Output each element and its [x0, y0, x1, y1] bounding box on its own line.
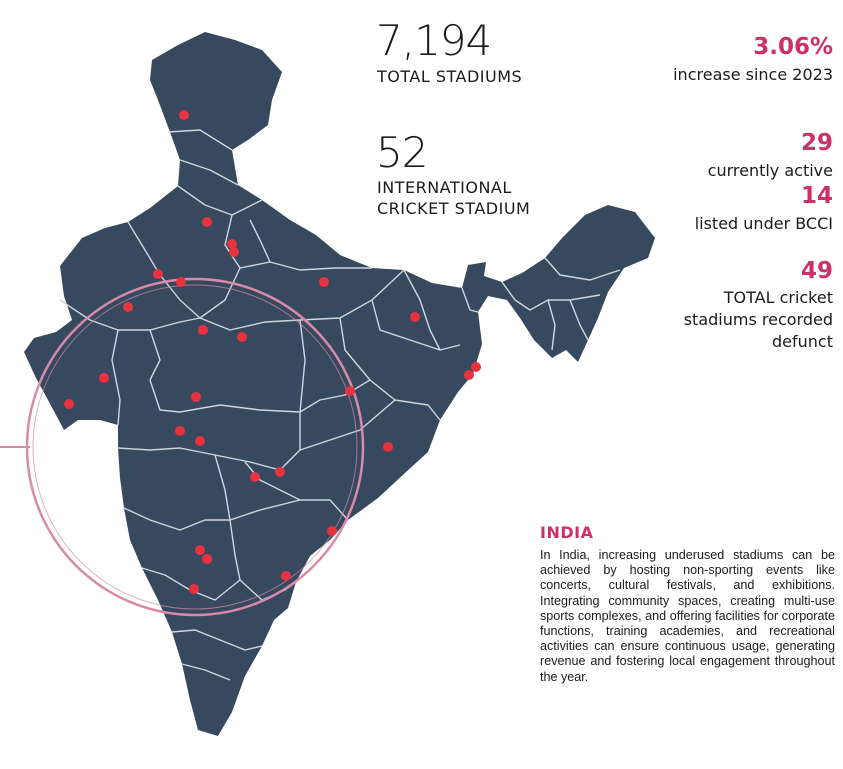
- stadium-marker: [64, 399, 74, 409]
- info-title: INDIA: [540, 523, 594, 542]
- stadium-marker: [99, 373, 109, 383]
- stadium-marker: [383, 442, 393, 452]
- stadium-marker: [250, 472, 260, 482]
- total-stadiums-value: 7,194: [376, 16, 492, 65]
- stadium-marker: [275, 467, 285, 477]
- stadium-marker: [281, 571, 291, 581]
- stadium-marker: [464, 370, 474, 380]
- stadium-marker: [191, 392, 201, 402]
- stadium-marker: [123, 302, 133, 312]
- stadium-marker: [202, 554, 212, 564]
- bcci-value: 14: [800, 183, 833, 209]
- stadium-marker: [327, 526, 337, 536]
- highlight-circle-inner: [32, 284, 358, 610]
- stadium-marker: [227, 239, 237, 249]
- gujarat-peninsula: [34, 360, 104, 420]
- stadium-marker: [176, 277, 186, 287]
- stadium-marker: [198, 325, 208, 335]
- increase-value: 3.06%: [753, 34, 833, 60]
- stadium-marker: [237, 332, 247, 342]
- bcci-label: listed under BCCI: [694, 214, 833, 233]
- defunct-value: 49: [800, 258, 833, 284]
- stadium-marker: [195, 436, 205, 446]
- international-stadium-value: 52: [376, 128, 428, 177]
- international-stadium-label-1: INTERNATIONAL: [377, 178, 512, 197]
- defunct-label-2: stadiums recorded: [683, 310, 833, 329]
- international-stadium-label-2: CRICKET STADIUM: [377, 199, 531, 218]
- stadium-marker: [345, 386, 355, 396]
- increase-label: increase since 2023: [673, 65, 833, 84]
- stadium-marker: [319, 277, 329, 287]
- active-label: currently active: [707, 161, 833, 180]
- india-landmass: [24, 32, 655, 736]
- active-value: 29: [800, 130, 833, 156]
- total-stadiums-label: TOTAL STADIUMS: [377, 67, 523, 86]
- stadium-marker: [471, 362, 481, 372]
- stadium-marker: [179, 110, 189, 120]
- stadium-marker: [229, 247, 239, 257]
- stadium-marker: [202, 217, 212, 227]
- stadium-marker: [189, 584, 199, 594]
- state-borders: [59, 129, 621, 681]
- highlight-circle: [25, 277, 365, 617]
- stadium-marker: [175, 426, 185, 436]
- stadium-markers: [64, 110, 481, 594]
- defunct-label-3: defunct: [772, 332, 833, 351]
- stadium-marker: [153, 269, 163, 279]
- defunct-label-1: TOTAL cricket: [723, 288, 833, 307]
- stadium-marker: [410, 312, 420, 322]
- stadium-marker: [195, 545, 205, 555]
- info-body: In India, increasing underused stadiums …: [540, 548, 835, 684]
